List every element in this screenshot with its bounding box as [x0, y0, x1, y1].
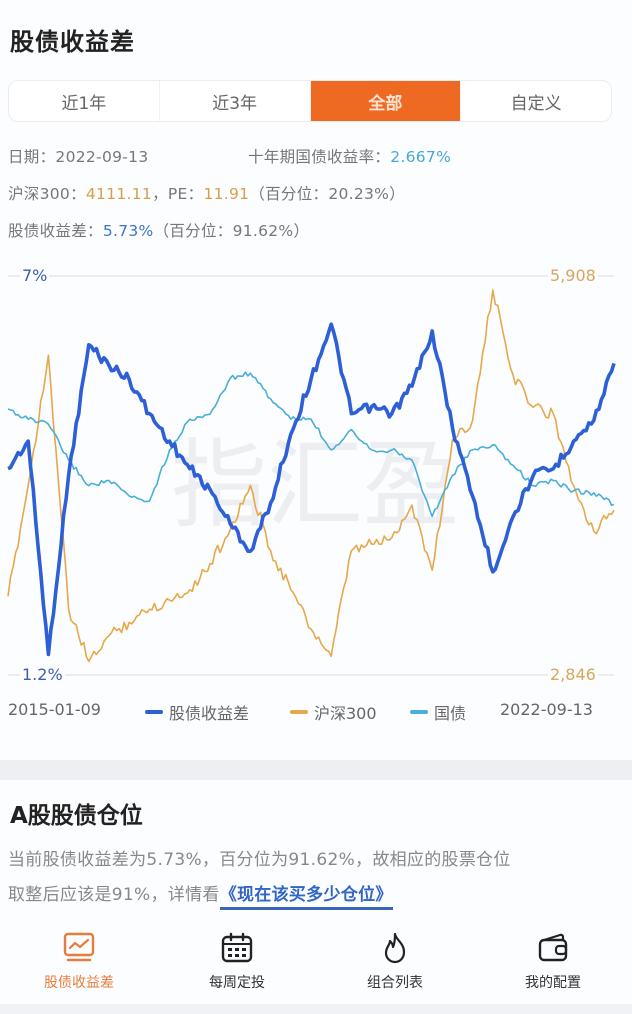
- tab-all[interactable]: 全部: [310, 81, 462, 121]
- chart-monitor-icon: [63, 932, 95, 962]
- legend-swatch-spread: [145, 710, 163, 714]
- date-value: 2022-09-13: [55, 148, 149, 166]
- x-end-date: 2022-09-13: [500, 700, 593, 719]
- info-row-index: 沪深300：4111.11，PE：11.91（百分位：20.23%）: [8, 182, 405, 204]
- nav-item-spread[interactable]: 股债收益差: [0, 918, 158, 1008]
- bond-yield-label: 十年期国债收益率：: [248, 148, 391, 166]
- info-row-spread: 股债收益差：5.73%（百分位：91.62%）: [8, 219, 309, 241]
- legend-item-index[interactable]: 沪深300: [290, 700, 377, 724]
- page-title: 股债收益差: [10, 28, 135, 56]
- index-label: 沪深300：: [8, 185, 86, 203]
- range-tabs: 近1年 近3年 全部 自定义: [8, 80, 612, 122]
- info-row-bond: 十年期国债收益率：2.667%: [248, 145, 451, 167]
- watermark: 指汇盈: [171, 429, 459, 541]
- nav-item-weekly-invest[interactable]: 每周定投: [158, 918, 316, 1008]
- bottom-nav: 股债收益差 每周定投 组合列表 我的配置: [0, 918, 632, 1008]
- spread-chart[interactable]: 指汇盈 7% 1.2% 5,908 2,846: [0, 258, 632, 698]
- pe-label: ，PE：: [152, 185, 204, 203]
- position-text-line1: 当前股债收益差为5.73%，百分位为91.62%，故相应的股票仓位: [8, 850, 511, 870]
- tab-3y[interactable]: 近3年: [160, 81, 311, 121]
- series-line-bond: [7, 371, 615, 518]
- right-axis-top-label: 5,908: [548, 266, 598, 285]
- nav-item-portfolio-list[interactable]: 组合列表: [316, 918, 474, 1008]
- right-axis-bottom-label: 2,846: [548, 665, 598, 684]
- spread-label: 股债收益差：: [8, 222, 103, 240]
- tab-custom[interactable]: 自定义: [510, 93, 562, 114]
- series-line-index: [7, 289, 615, 663]
- nav-item-my-allocation[interactable]: 我的配置: [474, 918, 632, 1008]
- section-divider: [0, 760, 632, 780]
- calendar-icon: [221, 932, 253, 963]
- bond-yield-value: 2.667%: [390, 148, 452, 166]
- section-title: A股股债仓位: [10, 803, 143, 829]
- left-axis-top-label: 7%: [20, 266, 50, 285]
- wallet-icon: [538, 933, 568, 962]
- left-axis-bottom-label: 1.2%: [20, 665, 65, 684]
- legend-item-bond[interactable]: 国债: [410, 700, 466, 724]
- legend-swatch-bond: [410, 710, 428, 714]
- x-start-date: 2015-01-09: [8, 700, 101, 719]
- spread-card: 股债收益差 近1年 近3年 全部 自定义 日期：2022-09-13 十年期国债…: [0, 28, 632, 726]
- flame-icon: [384, 932, 406, 964]
- nav-bottom-strip: [0, 1004, 632, 1014]
- legend-swatch-index: [290, 710, 308, 714]
- spread-value: 5.73%: [102, 222, 154, 240]
- pe-value: 11.91: [203, 185, 250, 203]
- spread-percentile: （百分位：91.62%）: [153, 222, 310, 240]
- chart-canvas[interactable]: 指汇盈: [0, 258, 632, 698]
- position-text-line2: 取整后应该是91%，详情看《现在该买多少仓位》: [8, 880, 393, 910]
- index-value: 4111.11: [85, 185, 153, 203]
- position-article-link[interactable]: 《现在该买多少仓位》: [219, 885, 393, 910]
- legend-item-spread[interactable]: 股债收益差: [145, 700, 249, 724]
- date-label: 日期：: [8, 148, 56, 166]
- info-row-date: 日期：2022-09-13: [8, 145, 149, 167]
- chart-legend: 2015-01-09 股债收益差 沪深300 国债 2022-09-13: [0, 700, 632, 726]
- position-card: A股股债仓位 当前股债收益差为5.73%，百分位为91.62%，故相应的股票仓位…: [0, 780, 632, 918]
- pe-percentile: （百分位：20.23%）: [249, 185, 406, 203]
- tab-1y[interactable]: 近1年: [9, 81, 160, 121]
- series-line-spread: [7, 322, 616, 657]
